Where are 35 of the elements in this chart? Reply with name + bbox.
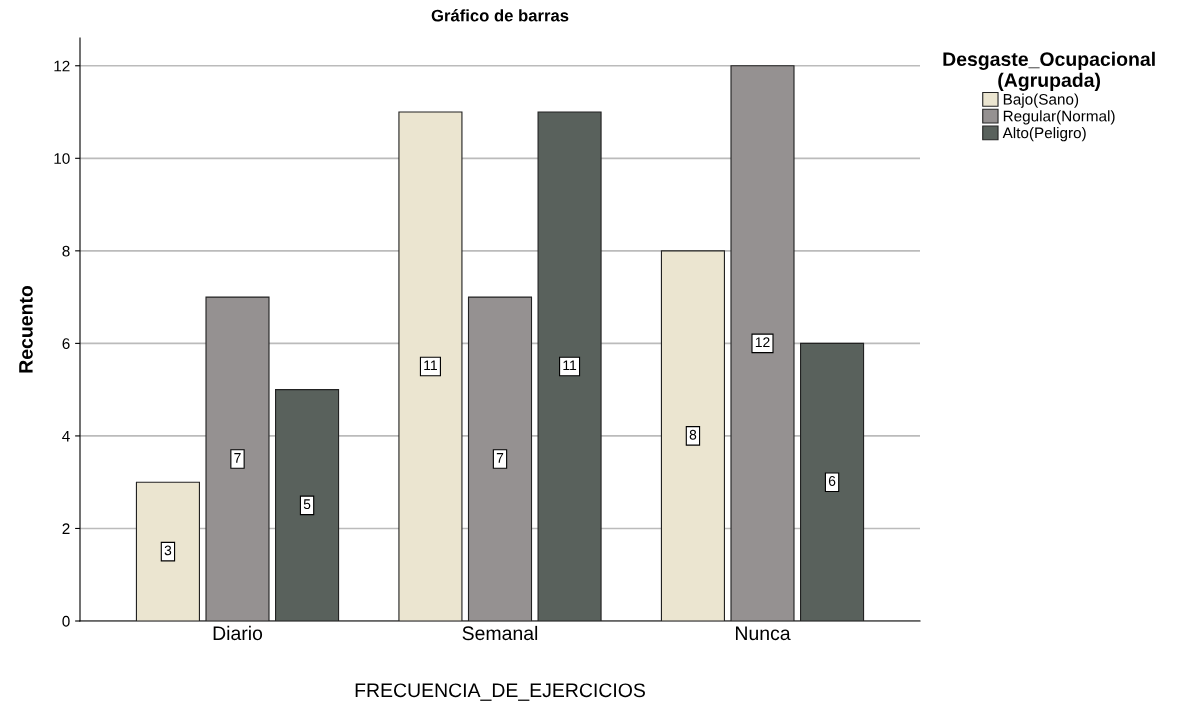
data-label: 11	[424, 360, 437, 371]
data-label: 11	[563, 360, 577, 371]
x-tick-label: Nunca	[735, 626, 791, 641]
bar	[205, 296, 270, 621]
data-label: 5	[303, 499, 311, 510]
bar	[800, 342, 865, 621]
bar	[537, 111, 602, 621]
x-tick-label: Semanal	[462, 625, 538, 641]
bar	[730, 65, 795, 621]
x-tick-label: Diario	[213, 625, 263, 641]
data-label: 7	[496, 453, 504, 463]
chart-title: Gráfico de barras	[431, 9, 569, 22]
data-label: 3	[164, 545, 172, 556]
data-label: 8	[689, 429, 697, 440]
y-axis-title: Recuento	[19, 285, 33, 373]
legend-label: Alto(Peligro)	[1002, 127, 1086, 142]
y-tick-label: 2	[62, 523, 70, 534]
x-axis-title: FRECUENCIA_DE_EJERCICIOS	[355, 683, 645, 701]
y-tick-label: 10	[54, 153, 70, 164]
data-label: 7	[234, 453, 241, 463]
bar	[398, 111, 463, 621]
legend-label: Regular(Normal)	[1003, 110, 1115, 125]
legend-label: Bajo(Sano)	[1003, 93, 1079, 108]
bar	[275, 389, 340, 621]
data-label: 12	[755, 337, 770, 347]
legend-title: Desgaste_Ocupacional (Agrupada)	[943, 51, 1155, 91]
y-tick-label: 6	[62, 338, 70, 350]
y-tick-label: 8	[62, 245, 70, 257]
y-tick-label: 4	[62, 430, 70, 442]
bar	[467, 296, 533, 621]
bar	[660, 250, 725, 621]
data-label: 6	[828, 476, 836, 486]
y-tick-label: 12	[54, 60, 70, 72]
y-tick-label: 0	[62, 615, 70, 627]
bar	[135, 481, 200, 621]
